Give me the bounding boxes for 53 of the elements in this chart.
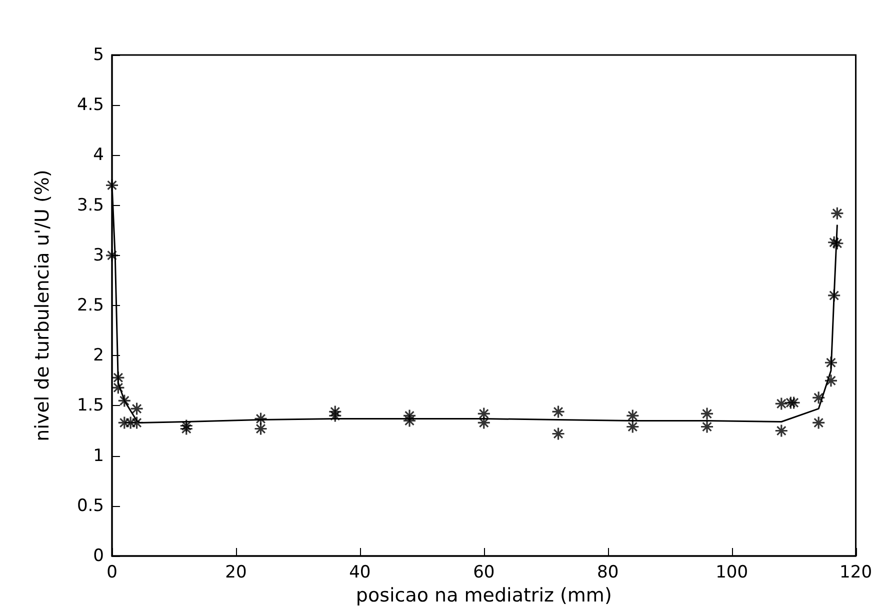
point bbox=[784, 396, 798, 410]
point bbox=[254, 422, 268, 436]
point bbox=[827, 288, 841, 302]
y-tick-label: 0 bbox=[93, 546, 104, 566]
point bbox=[111, 370, 125, 384]
point bbox=[626, 420, 640, 434]
y-tick-label: 1.5 bbox=[76, 396, 104, 416]
point bbox=[402, 414, 416, 428]
point bbox=[824, 374, 838, 388]
y-tick-label: 2.5 bbox=[76, 296, 104, 316]
y-tick-label: 1 bbox=[93, 446, 104, 466]
point bbox=[180, 418, 194, 433]
y-tick-label: 3 bbox=[93, 245, 104, 266]
point bbox=[328, 408, 342, 423]
point bbox=[105, 178, 119, 192]
point bbox=[402, 408, 416, 423]
point bbox=[626, 408, 640, 423]
point bbox=[477, 406, 491, 421]
point bbox=[786, 396, 801, 410]
y-axis-title: nivel de turbulencia u'/U (%) bbox=[32, 170, 54, 442]
point bbox=[700, 420, 714, 434]
point bbox=[254, 412, 268, 426]
y-tick-label: 4.5 bbox=[76, 95, 104, 116]
point bbox=[824, 356, 838, 370]
point bbox=[105, 248, 119, 262]
y-tick-label: 3.5 bbox=[76, 195, 104, 216]
point bbox=[551, 426, 566, 441]
point bbox=[827, 236, 841, 250]
y-tick-label: 4 bbox=[93, 145, 104, 166]
point bbox=[477, 416, 491, 430]
y-tick-label: 2 bbox=[93, 346, 104, 366]
y-tick-label: 5 bbox=[93, 45, 104, 65]
point bbox=[774, 424, 788, 438]
x-tick-label: 20 bbox=[225, 562, 247, 582]
x-tick-label: 0 bbox=[106, 562, 118, 582]
point bbox=[118, 394, 132, 408]
point bbox=[812, 390, 826, 404]
point bbox=[830, 206, 844, 220]
x-tick-label: 40 bbox=[349, 562, 371, 582]
x-tick-label: 100 bbox=[716, 562, 748, 582]
x-tick-label: 80 bbox=[597, 562, 619, 582]
point bbox=[830, 236, 844, 250]
x-tick-label: 60 bbox=[473, 562, 495, 582]
x-axis-title: posicao na mediatriz (mm) bbox=[356, 584, 612, 606]
point bbox=[180, 422, 194, 436]
point bbox=[774, 396, 788, 410]
x-tick-label: 120 bbox=[840, 562, 872, 582]
point bbox=[700, 406, 714, 421]
y-tick-label: 0.5 bbox=[76, 496, 104, 516]
point bbox=[551, 404, 566, 419]
point bbox=[130, 402, 144, 416]
point bbox=[812, 416, 826, 430]
point bbox=[111, 380, 125, 394]
